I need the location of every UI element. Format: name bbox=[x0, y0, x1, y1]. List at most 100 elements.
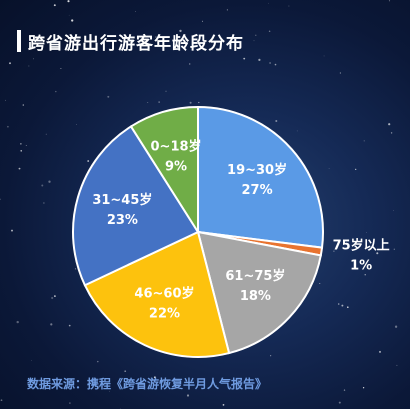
slice-label: 19~30岁 bbox=[227, 162, 287, 178]
star-dot bbox=[138, 41, 141, 44]
star-dot bbox=[155, 36, 157, 38]
chart-title: 跨省游出行游客年龄段分布 bbox=[28, 34, 244, 54]
slice-label: 0~18岁 bbox=[151, 138, 202, 154]
pie-slice bbox=[72, 125, 200, 287]
star-dot bbox=[343, 389, 346, 391]
star-dot bbox=[11, 229, 13, 232]
star-dot bbox=[48, 180, 51, 183]
star-dot bbox=[319, 283, 321, 284]
star-dot bbox=[339, 72, 342, 74]
star-dot bbox=[28, 65, 30, 67]
star-dot bbox=[390, 132, 393, 134]
star-dot bbox=[270, 355, 272, 357]
star-dot bbox=[109, 390, 110, 392]
star-dot bbox=[189, 101, 192, 104]
star-dot bbox=[16, 320, 19, 324]
star-dot bbox=[274, 63, 277, 66]
star-dot bbox=[158, 101, 160, 103]
star-dot bbox=[0, 399, 3, 402]
star-dot bbox=[362, 387, 365, 389]
star-dot bbox=[18, 167, 21, 170]
pie-slice bbox=[83, 230, 231, 358]
star-dot bbox=[243, 57, 246, 60]
star-dot bbox=[55, 90, 57, 93]
slice-percent-label: 22% bbox=[149, 306, 180, 321]
star-dot bbox=[288, 5, 290, 7]
star-dot bbox=[54, 295, 56, 297]
star-dot bbox=[147, 101, 149, 104]
star-dot bbox=[396, 364, 398, 366]
star-dot bbox=[379, 350, 381, 353]
star-dot bbox=[337, 303, 340, 305]
star-dot bbox=[333, 250, 335, 252]
star-dot bbox=[107, 95, 110, 98]
star-dot bbox=[346, 306, 349, 309]
star-dot bbox=[328, 168, 330, 169]
star-dot bbox=[20, 143, 22, 145]
pie-slice bbox=[197, 105, 324, 249]
slice-label: 75岁以上 bbox=[333, 238, 390, 254]
star-dot bbox=[41, 184, 44, 187]
star-dot bbox=[222, 404, 225, 406]
star-dot bbox=[393, 210, 394, 211]
slice-percent-label: 23% bbox=[107, 213, 138, 228]
star-dot bbox=[179, 29, 182, 33]
star-dot bbox=[22, 104, 25, 106]
star-dot bbox=[5, 99, 6, 101]
star-dot bbox=[394, 325, 398, 328]
star-dot bbox=[97, 360, 99, 363]
star-dot bbox=[60, 67, 62, 70]
slice-percent-label: 27% bbox=[242, 183, 273, 198]
star-dot bbox=[69, 402, 71, 404]
star-dot bbox=[201, 20, 204, 22]
slice-percent-label: 1% bbox=[350, 259, 372, 274]
star-dot bbox=[366, 232, 367, 233]
star-dot bbox=[269, 62, 272, 64]
star-dot bbox=[45, 133, 47, 135]
star-dot bbox=[67, 0, 70, 3]
star-dot bbox=[68, 14, 70, 16]
pie-slice bbox=[129, 105, 199, 236]
star-dot bbox=[364, 274, 366, 276]
star-dot bbox=[165, 90, 167, 92]
star-dot bbox=[50, 323, 53, 326]
star-dot bbox=[51, 296, 54, 300]
star-dot bbox=[31, 360, 32, 361]
star-dot bbox=[188, 63, 191, 65]
title-accent-bar bbox=[17, 30, 21, 52]
star-dot bbox=[53, 4, 56, 7]
slice-label: 46~60岁 bbox=[134, 285, 194, 301]
pie-slice bbox=[196, 230, 322, 355]
star-dot bbox=[198, 101, 200, 104]
star-dot bbox=[363, 140, 365, 142]
star-dot bbox=[74, 268, 76, 270]
star-dot bbox=[388, 0, 391, 2]
star-dot bbox=[388, 123, 391, 126]
slice-label: 31~45岁 bbox=[92, 192, 152, 208]
star-dot bbox=[376, 252, 379, 255]
star-dot bbox=[124, 370, 127, 373]
star-dot bbox=[268, 30, 271, 33]
star-dot bbox=[25, 144, 27, 147]
star-dot bbox=[33, 58, 34, 60]
star-dot bbox=[76, 123, 77, 125]
star-dot bbox=[216, 385, 217, 387]
star-dot bbox=[323, 55, 325, 57]
star-dot bbox=[258, 58, 261, 62]
star-dot bbox=[87, 160, 90, 162]
star-dot bbox=[296, 130, 298, 132]
slice-percent-label: 9% bbox=[165, 159, 187, 174]
data-source-note: 数据来源：携程《跨省游恢复半月人气报告》 bbox=[27, 377, 268, 391]
star-dot bbox=[255, 34, 257, 36]
star-dot bbox=[355, 168, 357, 171]
star-dot bbox=[275, 119, 278, 123]
star-dot bbox=[338, 401, 341, 404]
star-dot bbox=[341, 304, 344, 307]
star-dot bbox=[153, 376, 156, 379]
star-dot bbox=[20, 150, 22, 152]
slice-label: 61~75岁 bbox=[225, 268, 285, 284]
star-dot bbox=[267, 2, 269, 4]
star-dot bbox=[253, 40, 255, 42]
